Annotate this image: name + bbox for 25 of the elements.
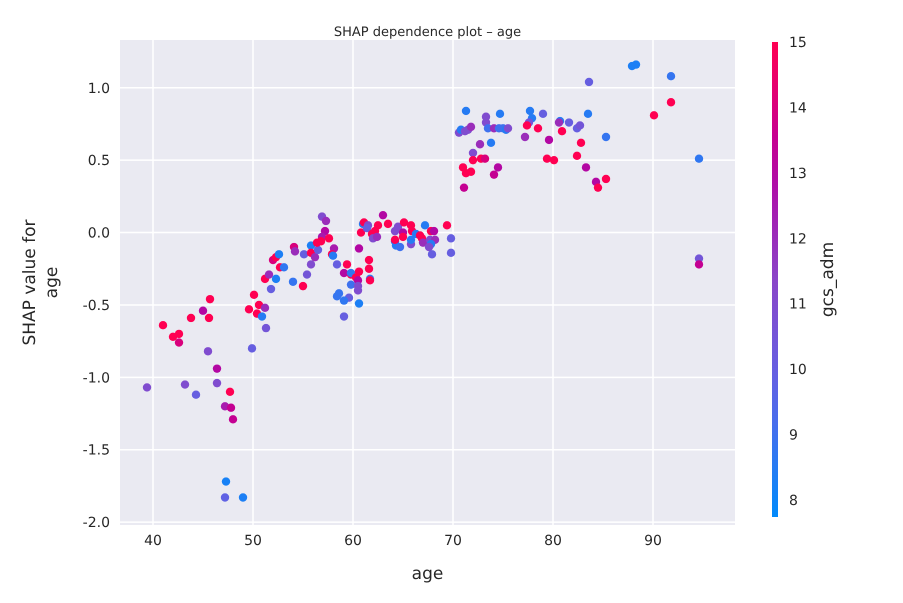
color-bar-label: 10: [789, 362, 807, 378]
color-bar-label: 9: [789, 428, 798, 444]
y-tick-label: -1.0: [82, 370, 110, 386]
color-bar-label: 14: [789, 100, 807, 116]
x-tick-label: 60: [344, 533, 362, 549]
color-bar-label: 8: [789, 492, 798, 509]
x-axis-title: age: [412, 564, 444, 584]
y-tick-label: -2.0: [82, 515, 110, 532]
color-bar-label: 12: [789, 231, 807, 248]
y-tick-label: 1.0: [88, 80, 110, 97]
x-tick-label: 80: [544, 533, 562, 549]
y-tick-label: 0.0: [88, 226, 110, 242]
color-bar-label: 13: [789, 166, 807, 182]
x-tick-label: 70: [444, 533, 462, 549]
color-bar-label: 15: [789, 35, 807, 51]
y-tick-label: 0.5: [88, 153, 110, 170]
color-bar-label: 11: [789, 296, 807, 313]
y-tick-label: -0.5: [82, 298, 110, 314]
y-tick-label: -1.5: [82, 442, 110, 459]
y-axis-title: SHAP value for age: [20, 219, 62, 346]
chart-title: SHAP dependence plot – age: [334, 25, 522, 40]
x-tick-label: 50: [244, 533, 262, 549]
color-bar-title: gcs_adm: [818, 242, 838, 318]
x-tick-label: 40: [144, 533, 162, 549]
x-tick-label: 90: [644, 533, 662, 549]
